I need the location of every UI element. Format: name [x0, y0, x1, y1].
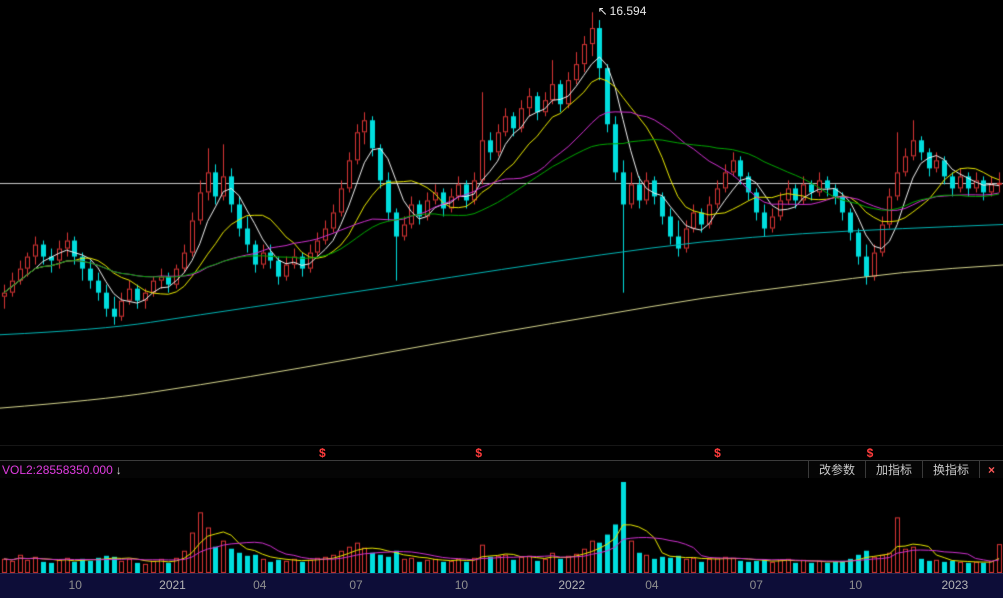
time-axis-label: 07 [749, 578, 763, 592]
dividend-event-marker[interactable]: $ [318, 446, 326, 460]
indicator-toolbar: 改参数 加指标 换指标 × [807, 461, 1003, 478]
time-axis: 10 2021 04 07 10 2022 04 07 10 2023 [0, 573, 1003, 598]
time-axis-label: 2021 [159, 578, 186, 592]
event-marker-band: $ $ $ $ [0, 445, 1003, 460]
time-axis-label: 10 [848, 578, 863, 592]
volume-pane [0, 478, 1003, 573]
time-axis-label: 04 [645, 578, 659, 592]
switch-indicator-button[interactable]: 换指标 [921, 461, 979, 478]
time-axis-label: 07 [349, 578, 363, 592]
dividend-event-marker[interactable]: $ [866, 446, 874, 460]
vol2-value-label: VOL2:28558350.000 [2, 462, 113, 477]
close-indicator-button[interactable]: × [978, 461, 1003, 478]
dividend-event-marker[interactable]: $ [475, 446, 483, 460]
time-axis-label: 2022 [558, 578, 586, 592]
candlestick-chart-canvas[interactable] [0, 0, 1003, 445]
time-axis-label: 04 [253, 578, 267, 592]
down-arrow-icon: ↓ [115, 462, 122, 477]
modify-params-button[interactable]: 改参数 [807, 461, 865, 478]
volume-indicator-header: VOL2:28558350.000 ↓ 改参数 加指标 换指标 × [0, 460, 1003, 478]
dividend-event-marker[interactable]: $ [714, 446, 721, 460]
volume-chart-canvas[interactable] [0, 478, 1003, 573]
time-axis-label: 2023 [941, 578, 969, 592]
time-axis-label: 10 [68, 578, 82, 592]
time-axis-label: 10 [454, 578, 469, 592]
add-indicator-button[interactable]: 加指标 [864, 461, 922, 478]
candlestick-pane: ↖ 16.594 [0, 0, 1003, 445]
volume-indicator-readout: VOL2:28558350.000 ↓ [2, 463, 122, 477]
